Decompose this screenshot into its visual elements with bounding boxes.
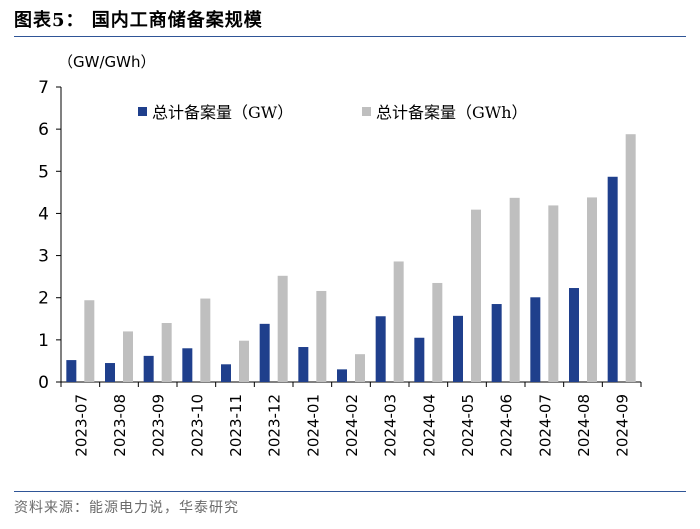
source-note: 资料来源：能源电力说，华泰研究: [14, 500, 239, 516]
x-tick-label: 2024-07: [536, 394, 554, 457]
bar-gwh-2023-07: [84, 300, 95, 382]
bar-gwh-2024-01: [316, 290, 327, 382]
x-tick-label: 2024-08: [575, 394, 593, 457]
x-tick-label: 2024-09: [614, 394, 632, 457]
bar-gw-2023-10: [182, 348, 193, 382]
bar-gwh-2024-09: [625, 134, 636, 382]
bottom-divider: [14, 491, 686, 492]
top-divider: [14, 36, 686, 37]
axes: 0 1 2 3 4 5 6 7: [38, 78, 642, 393]
y-tick-label: 7: [38, 78, 49, 98]
x-tick-label: 2024-03: [382, 394, 400, 457]
bars: [66, 134, 636, 382]
bar-gw-2023-11: [221, 364, 231, 382]
bar-gwh-2023-08: [123, 331, 133, 382]
y-axis-unit-label: （GW/GWh）: [58, 53, 155, 71]
bar-chart: （GW/GWh） 总计备案量（GW） 总计备案量（GWh） 0 1 2 3 4 5 6 7 2…: [38, 53, 642, 457]
bar-gw-2023-09: [143, 355, 154, 382]
x-tick-label: 2023-10: [188, 394, 206, 457]
bar-gwh-2023-10: [200, 298, 211, 382]
figure-title: 图表5： 国内工商储备案规模: [14, 10, 263, 31]
y-tick-label: 3: [38, 247, 49, 267]
bar-gw-2024-01: [298, 347, 309, 382]
bar-gw-2024-08: [569, 288, 579, 382]
y-tick-label: 4: [38, 204, 49, 224]
legend-swatch-gwh: [362, 107, 371, 116]
legend-label-gw: 总计备案量（GW）: [152, 103, 293, 122]
x-tick-label: 2023-11: [227, 394, 245, 457]
bar-gw-2023-07: [66, 360, 77, 382]
legend: 总计备案量（GW） 总计备案量（GWh）: [138, 103, 528, 122]
bar-gwh-2023-12: [277, 275, 288, 382]
bar-gw-2024-07: [530, 297, 541, 382]
y-tick-label: 6: [38, 120, 49, 140]
bar-gwh-2023-11: [239, 340, 249, 382]
bar-gwh-2024-04: [432, 282, 443, 382]
bar-gw-2024-04: [414, 337, 425, 382]
x-tick-label: 2024-02: [343, 394, 361, 457]
bar-gwh-2024-06: [509, 197, 520, 382]
bar-gw-2023-08: [105, 363, 115, 382]
x-tick-label: 2023-08: [111, 394, 129, 457]
x-tick-label: 2023-09: [150, 394, 168, 457]
bar-gwh-2024-03: [393, 261, 404, 382]
legend-label-gwh: 总计备案量（GWh）: [376, 103, 528, 122]
bar-gwh-2023-09: [161, 323, 172, 382]
bar-gwh-2024-02: [355, 354, 365, 382]
x-tick-label: 2024-04: [420, 394, 438, 457]
bar-gw-2024-02: [337, 369, 347, 382]
bar-gw-2024-05: [453, 315, 463, 382]
y-tick-label: 2: [38, 289, 49, 309]
bar-gwh-2024-08: [587, 197, 597, 382]
axis-labels: 2023-07 2023-08 2023-09 2023-10 2023-11 2023-…: [72, 394, 631, 457]
bar-gw-2024-09: [607, 176, 618, 382]
bar-gw-2023-12: [259, 323, 270, 382]
x-tick-label: 2024-06: [498, 394, 516, 457]
y-tick-label: 5: [38, 162, 49, 182]
x-tick-label: 2023-12: [266, 394, 284, 457]
legend-swatch-gw: [138, 107, 147, 116]
bar-gwh-2024-05: [471, 209, 481, 382]
bar-gw-2024-03: [375, 316, 386, 382]
x-tick-label: 2024-01: [304, 394, 322, 457]
bar-gw-2024-06: [491, 304, 502, 382]
y-tick-label: 0: [38, 373, 49, 393]
bar-gwh-2024-07: [548, 205, 559, 382]
x-tick-label: 2024-05: [459, 394, 477, 457]
x-tick-label: 2023-07: [72, 394, 90, 457]
y-tick-label: 1: [38, 331, 49, 351]
